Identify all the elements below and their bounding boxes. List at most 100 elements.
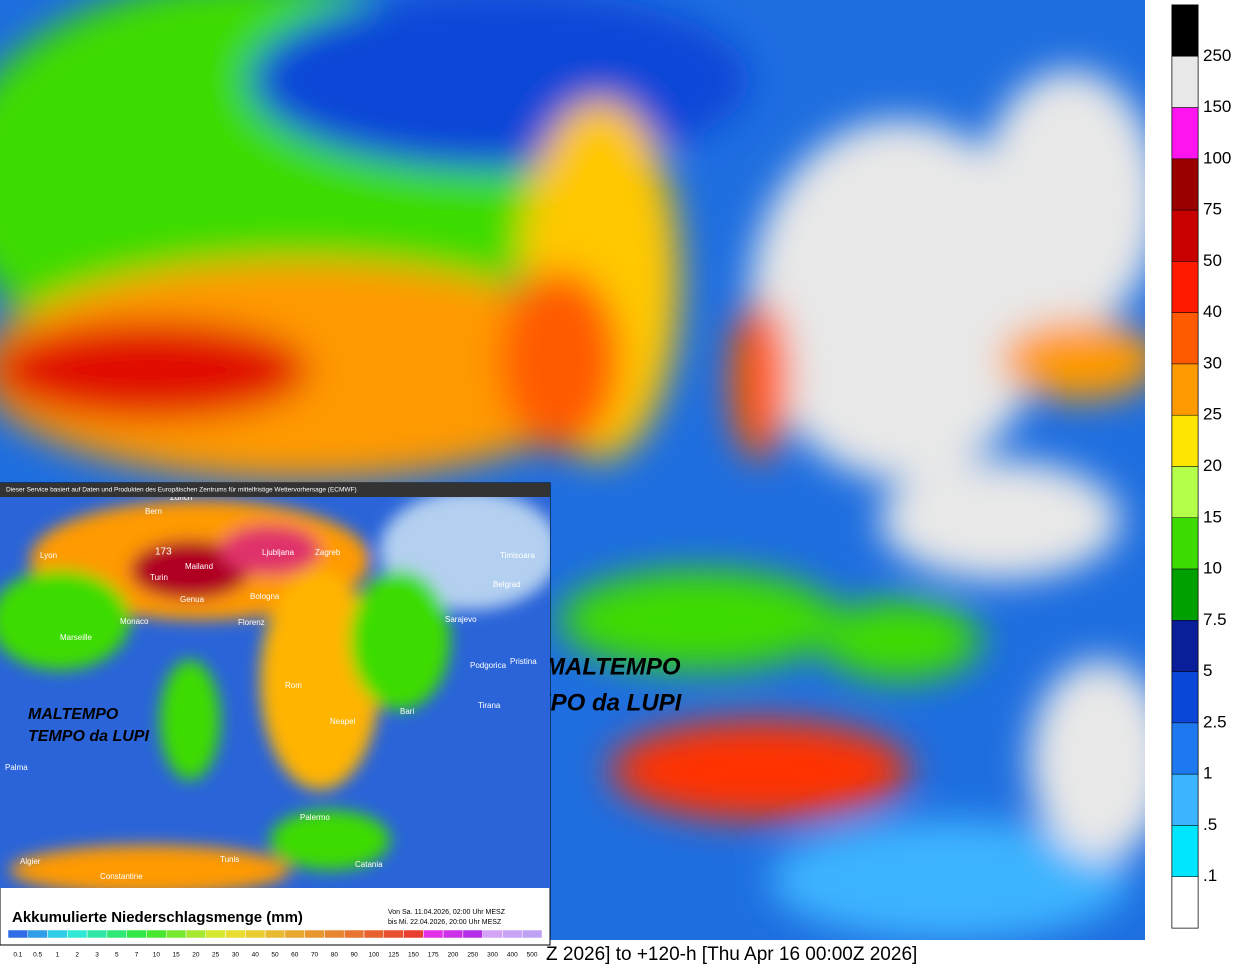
colorbar-label: 7.5: [1203, 610, 1227, 629]
inset-title: Akkumulierte Niederschlagsmenge (mm): [12, 909, 303, 926]
scale-swatch: [86, 929, 108, 939]
inset-note: Dieser Service basiert auf Daten und Pro…: [6, 487, 357, 494]
scale-label: 200: [448, 952, 459, 959]
watermark: MALTEMPO: [545, 653, 681, 680]
main-map: [0, 0, 1145, 940]
city-label: Turin: [150, 573, 168, 582]
inset: Dieser Service basiert auf Daten und Pro…: [0, 482, 551, 959]
colorbar-label: 1: [1203, 764, 1212, 783]
colorbar-swatch: [1171, 363, 1199, 416]
colorbar-label: 25: [1203, 405, 1222, 424]
colorbar-swatch: [1171, 825, 1199, 877]
scale-label: 300: [487, 952, 498, 959]
scale-label: 70: [311, 952, 319, 959]
scale-swatch: [521, 929, 543, 939]
scale-label: 15: [172, 952, 180, 959]
colorbar-swatch: [1171, 876, 1199, 929]
colorbar-label: 5: [1203, 661, 1212, 680]
scale-swatch: [363, 929, 385, 939]
scale-label: 90: [350, 952, 358, 959]
inset-to: bis Mi. 22.04.2026, 20:00 Uhr MESZ: [388, 919, 502, 926]
scale-label: 40: [252, 952, 260, 959]
colorbar-label: 20: [1203, 456, 1222, 475]
city-label: Mailand: [185, 562, 213, 571]
city-label: Neapel: [330, 717, 356, 726]
colorbar-label: 10: [1203, 559, 1222, 578]
colorbar-label: 30: [1203, 353, 1222, 372]
colorbar-swatch: [1171, 158, 1199, 211]
scale-label: 1: [56, 952, 60, 959]
scale-swatch: [403, 929, 424, 939]
city-label: Tirana: [478, 701, 501, 710]
colorbar-label: 250: [1203, 46, 1231, 65]
city-label: Pristina: [510, 657, 537, 666]
city-label: Tunis: [220, 855, 239, 864]
scale-swatch: [383, 929, 404, 939]
scale-label: 100: [368, 952, 379, 959]
scale-swatch: [284, 929, 305, 939]
caption: Z 2026] to +120-h [Thu Apr 16 00:00Z 202…: [546, 944, 917, 965]
scale-label: 0.5: [33, 952, 42, 959]
scale-label: 10: [153, 952, 161, 959]
city-label: Genua: [180, 595, 205, 604]
scale-swatch: [462, 929, 483, 939]
city-label: Ljubljana: [262, 548, 295, 557]
scale-swatch: [442, 929, 464, 939]
scale-label: 30: [232, 952, 240, 959]
city-label: Florenz: [238, 618, 265, 627]
scale-swatch: [502, 929, 523, 939]
scale-swatch: [304, 929, 325, 939]
scale-swatch: [482, 929, 503, 939]
scale-label: 5: [115, 952, 119, 959]
scale-label: 25: [212, 952, 220, 959]
scale-label: 7: [135, 952, 139, 959]
scale-label: 500: [527, 952, 538, 959]
scale-label: 60: [291, 952, 299, 959]
colorbar-swatch: [1171, 209, 1199, 262]
scale-swatch: [126, 929, 147, 939]
city-label: Bologna: [250, 592, 280, 601]
scale-swatch: [324, 929, 345, 939]
city-label: Bari: [400, 707, 414, 716]
scale-swatch: [27, 929, 48, 939]
colorbar-label: 15: [1203, 507, 1222, 526]
scale-label: 400: [507, 952, 518, 959]
scale-swatch: [165, 929, 187, 939]
colorbar-label: 75: [1203, 200, 1222, 219]
colorbar-label: .5: [1203, 815, 1217, 834]
scale-swatch: [205, 929, 226, 939]
city-label: Podgorica: [470, 661, 507, 670]
scale-label: 2: [75, 952, 79, 959]
colorbar-swatch: [1171, 312, 1199, 365]
city-label: Lyon: [40, 551, 57, 560]
scale-swatch: [146, 929, 167, 939]
colorbar-label: .1: [1203, 866, 1217, 885]
city-label: Palma: [5, 763, 28, 772]
colorbar-swatch: [1171, 722, 1199, 775]
scale-label: 20: [192, 952, 200, 959]
city-label: Zagreb: [315, 548, 341, 557]
scale-label: 80: [331, 952, 339, 959]
city-label: Marseille: [60, 633, 93, 642]
scale-label: 50: [271, 952, 279, 959]
watermark: TEMPO da LUPI: [28, 728, 149, 745]
city-label: Monaco: [120, 617, 149, 626]
colorbar-label: 150: [1203, 97, 1231, 116]
colorbar-label: 40: [1203, 302, 1222, 321]
colorbar: 250 150 100 75 50 40 30 25 20 15 10 7.5 5 2.5 1 .5 .1: [1171, 4, 1231, 929]
colorbar-swatch: [1171, 568, 1199, 621]
scale-swatch: [423, 929, 444, 939]
scale-swatch: [343, 929, 365, 939]
inset-from: Von Sa. 11.04.2026, 02:00 Uhr MESZ: [388, 909, 506, 916]
scale-swatch: [264, 929, 286, 939]
colorbar-swatch: [1171, 466, 1199, 519]
city-label: Rom: [285, 681, 302, 690]
colorbar-swatch: [1171, 414, 1199, 467]
colorbar-swatch: [1171, 671, 1199, 724]
scale-label: 175: [428, 952, 439, 959]
scale-swatch: [225, 929, 246, 939]
city-label: Palermo: [300, 813, 330, 822]
scale-swatch: [7, 929, 29, 939]
scale-swatch: [245, 929, 266, 939]
